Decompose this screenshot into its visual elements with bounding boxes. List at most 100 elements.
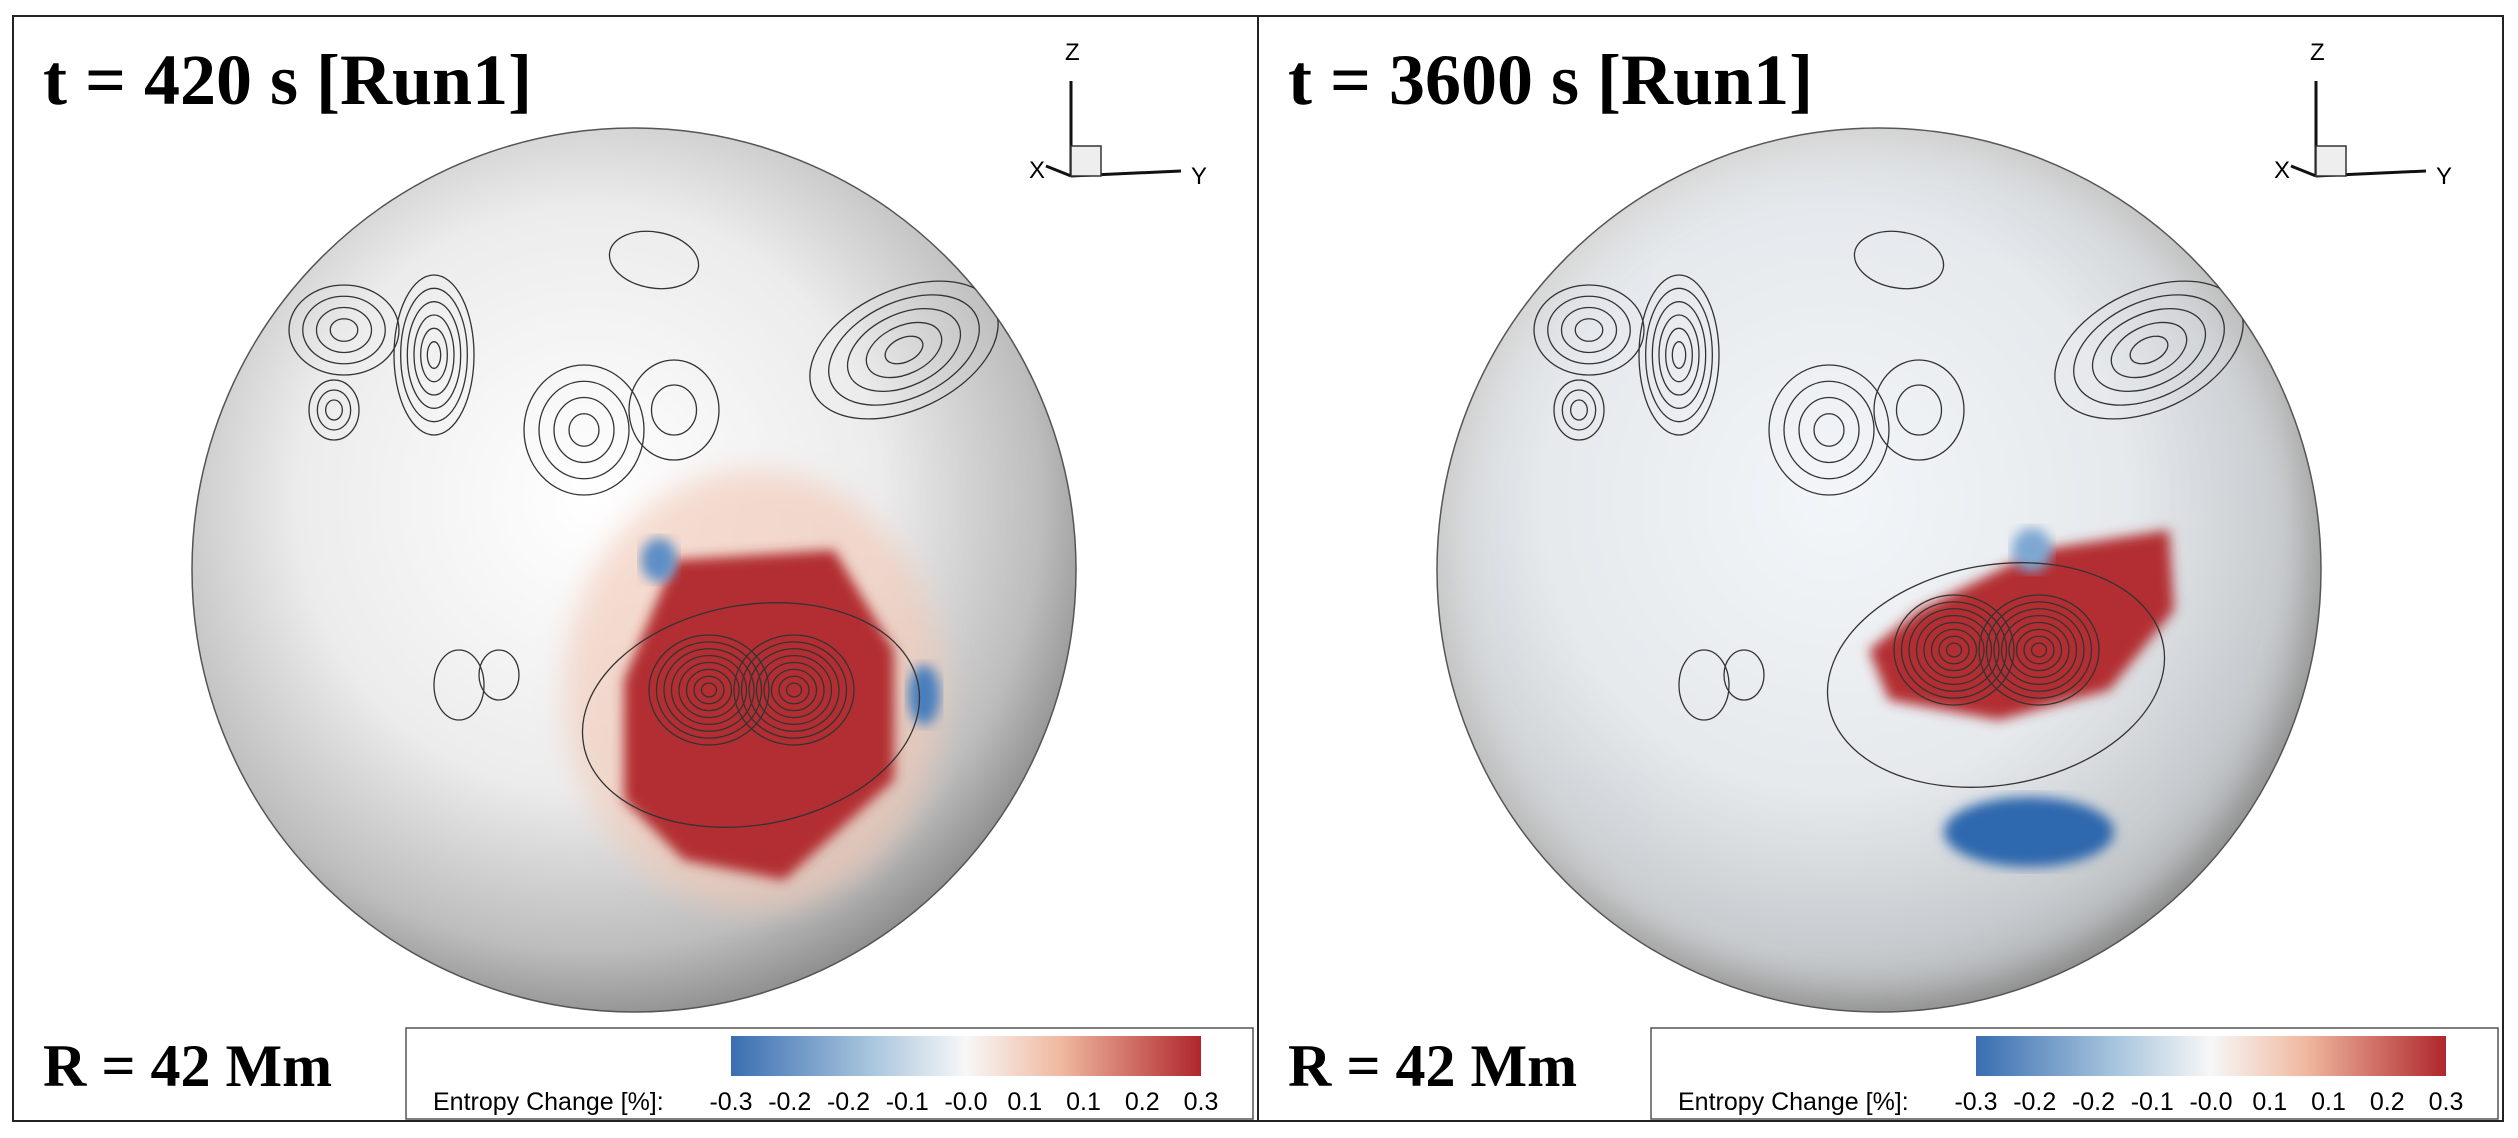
colorbar-tick-label: -0.3 xyxy=(709,1088,752,1116)
axis-z-label: Z xyxy=(2310,39,2325,66)
contour-line xyxy=(315,306,373,354)
colorbar-tick-label: -0.1 xyxy=(886,1088,929,1116)
contour-line xyxy=(1873,359,1965,461)
contour-line xyxy=(670,654,748,726)
colorbar-tick-label: 0.2 xyxy=(2370,1088,2405,1116)
contour-line xyxy=(523,364,645,496)
contour-line xyxy=(655,641,763,739)
contour-line xyxy=(325,399,343,421)
contour-line xyxy=(1553,379,1605,441)
axis-x xyxy=(2290,164,2317,178)
panel-frame xyxy=(1257,15,2504,1122)
colorbar xyxy=(731,1036,1201,1076)
contour-line xyxy=(1923,621,1985,679)
axis-triad: Z X Y xyxy=(2274,39,2452,190)
contour-line xyxy=(2030,642,2048,658)
contour-line xyxy=(1900,601,2008,699)
contour-line xyxy=(740,641,848,739)
contour-line xyxy=(1658,314,1700,396)
contour-line xyxy=(288,284,400,376)
contour-line xyxy=(2015,628,2063,672)
contour-line xyxy=(1665,327,1693,383)
contour-line xyxy=(1813,413,1845,447)
contour-line xyxy=(406,301,462,409)
axis-x-label: X xyxy=(2274,157,2290,184)
axis-y-label: Y xyxy=(2436,163,2452,190)
contour-line xyxy=(1930,628,1978,672)
contour-line xyxy=(2110,321,2188,379)
contour-line xyxy=(650,384,698,436)
colorbar-tick-label: 0.2 xyxy=(1125,1088,1160,1116)
contour-line xyxy=(763,661,825,719)
contour-line xyxy=(553,396,615,464)
colorbar-tick-label: -0.1 xyxy=(2131,1088,2174,1116)
axis-cube xyxy=(1070,145,1102,177)
contour-line xyxy=(2008,621,2070,679)
radius-label: R = 42 Mm xyxy=(43,1033,332,1099)
contour-line xyxy=(865,321,943,379)
contour-line xyxy=(568,413,600,447)
contour-line xyxy=(1723,649,1765,701)
contour-line xyxy=(1651,301,1707,409)
radius-label: R = 42 Mm xyxy=(1288,1033,1577,1099)
sphere-features xyxy=(1459,150,2299,990)
contour-line xyxy=(628,359,720,461)
colorbar-tick-label: 0.1 xyxy=(1066,1088,1101,1116)
contour-line xyxy=(2023,635,2055,665)
axis-cube xyxy=(2315,145,2347,177)
contour-line xyxy=(1678,649,1730,721)
colorbar-tick-label: 0.3 xyxy=(2429,1088,2464,1116)
contour-line xyxy=(1853,230,1945,290)
contour-line xyxy=(1945,642,1963,658)
contour-line xyxy=(302,295,386,365)
entropy-negative-spot xyxy=(2012,528,2052,572)
contour-line xyxy=(1638,274,1720,436)
panel: Z X Yt = 3600 s [Run1] R = 42 Mm Entropy Cha… xyxy=(1257,15,2504,1122)
contour-line xyxy=(1768,364,1890,496)
contour-line xyxy=(755,654,833,726)
colorbar-tick-label: 0.1 xyxy=(2311,1088,2346,1116)
contour-line xyxy=(426,341,442,369)
axis-triad: Z X Y xyxy=(1029,39,1207,190)
entropy-negative-spot xyxy=(641,538,677,582)
contour-line xyxy=(1798,396,1860,464)
contour-line xyxy=(663,648,755,732)
contour-line xyxy=(770,668,818,712)
contour-line xyxy=(1645,287,1713,423)
contour-line xyxy=(2129,335,2169,365)
contour-line xyxy=(316,389,352,431)
colorbar-tick-label: -0.3 xyxy=(1954,1088,1997,1116)
colorbar-tick-label: -0.0 xyxy=(2189,1088,2232,1116)
contour-line xyxy=(400,287,468,423)
sphere-features xyxy=(288,230,999,910)
colorbar-label: Entropy Change [%]: xyxy=(433,1088,664,1116)
colorbar-tick-label: -0.2 xyxy=(827,1088,870,1116)
contour-line xyxy=(308,379,360,441)
contour-line xyxy=(785,682,803,698)
contour-line xyxy=(2073,294,2225,406)
contour-line xyxy=(393,274,475,436)
contour-line xyxy=(1561,389,1597,431)
entropy-negative-region xyxy=(1944,797,2114,867)
contour-line xyxy=(678,661,740,719)
axis-x-label: X xyxy=(1029,157,1045,184)
colorbar-tick-label: -0.2 xyxy=(2013,1088,2056,1116)
contour-line xyxy=(581,602,921,828)
colorbar-tick-label: -0.2 xyxy=(768,1088,811,1116)
colorbar-tick-label: -0.2 xyxy=(2072,1088,2115,1116)
contour-line xyxy=(693,675,725,705)
contour-line xyxy=(1993,608,2085,692)
contour-line xyxy=(700,682,718,698)
contour-line xyxy=(828,294,980,406)
entropy-background xyxy=(1459,150,2299,990)
contour-line xyxy=(2000,614,2078,686)
contour-line xyxy=(1895,384,1943,436)
contour-line xyxy=(1671,341,1687,369)
contour-line xyxy=(1574,318,1604,342)
colorbar-tick-label: -0.0 xyxy=(944,1088,987,1116)
contour-line xyxy=(1938,635,1970,665)
contour-line xyxy=(1893,594,2015,706)
entropy-positive-region xyxy=(1869,530,2174,720)
contour-line xyxy=(420,327,448,383)
entropy-negative-spot xyxy=(908,665,940,725)
